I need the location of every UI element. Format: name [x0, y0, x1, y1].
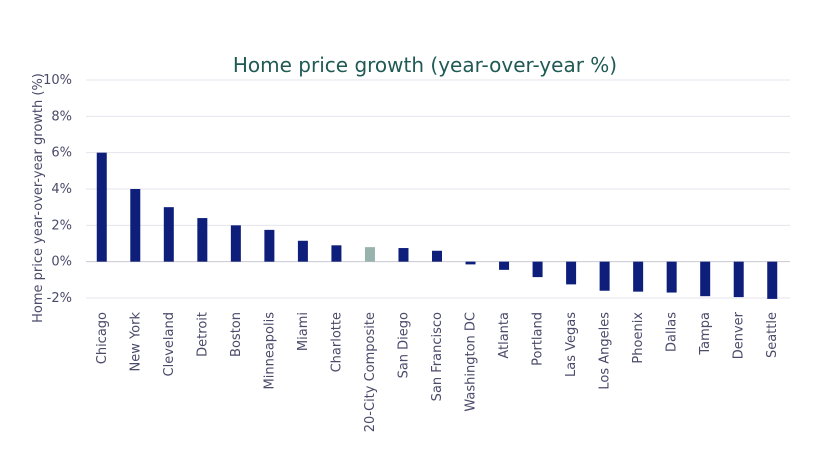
bar	[264, 229, 275, 262]
bar	[733, 261, 744, 298]
x-tick-label: Atlanta	[497, 312, 512, 359]
x-tick-label: Los Angeles	[598, 312, 613, 390]
x-tick-label: Denver	[732, 311, 747, 359]
bar	[163, 207, 174, 262]
y-tick-label: -2%	[47, 291, 72, 306]
y-tick-label: 8%	[51, 109, 72, 124]
x-tick-label: San Diego	[396, 312, 411, 378]
x-tick-label: Phoenix	[631, 312, 646, 364]
chart-title: Home price growth (year-over-year %)	[233, 53, 617, 77]
x-tick-label: Seattle	[765, 312, 780, 358]
x-tick-label: Detroit	[195, 312, 210, 357]
x-tick-label: Chicago	[95, 312, 110, 364]
x-tick-label: Boston	[229, 312, 244, 357]
y-axis-ticks: -2% 0% 2% 4% 6% 8% 10%	[43, 73, 72, 306]
y-tick-label: 10%	[43, 73, 72, 88]
x-tick-label: Washington DC	[464, 312, 479, 412]
bar	[566, 261, 577, 285]
bar	[465, 261, 476, 265]
x-tick-label: New York	[128, 312, 143, 372]
bar	[499, 261, 510, 270]
x-tick-label: Miami	[296, 312, 311, 351]
y-tick-label: 4%	[51, 182, 72, 197]
bar	[297, 240, 308, 262]
bar	[230, 225, 241, 262]
bar	[633, 261, 644, 292]
y-axis-label: Home price year-over-year growth (%)	[31, 73, 46, 323]
bar	[364, 247, 375, 262]
x-axis-ticks: Chicago New York Cleveland Detroit Boston Min…	[95, 311, 780, 432]
x-tick-label: Minneapolis	[262, 312, 277, 390]
y-tick-label: 0%	[51, 255, 72, 270]
x-tick-label: Cleveland	[162, 312, 177, 376]
bar	[432, 250, 442, 262]
gridlines	[86, 79, 790, 299]
bar	[767, 261, 778, 299]
x-tick-label: Las Vegas	[564, 312, 579, 377]
bar	[700, 261, 711, 297]
x-tick-label: Portland	[531, 312, 546, 366]
y-tick-label: 2%	[51, 218, 72, 233]
x-tick-label: Dallas	[665, 312, 680, 352]
y-tick-label: 6%	[51, 146, 72, 161]
bar	[197, 218, 208, 262]
x-tick-label: San Francisco	[430, 312, 445, 401]
bar	[599, 261, 610, 291]
bars	[96, 152, 778, 299]
bar	[331, 245, 342, 262]
bar	[666, 261, 677, 293]
bar	[130, 189, 141, 262]
x-tick-label: Charlotte	[329, 312, 344, 372]
x-tick-label: Tampa	[698, 312, 713, 356]
bar	[532, 261, 543, 278]
bar	[398, 248, 409, 262]
x-tick-label: 20-City Composite	[363, 312, 378, 432]
bar	[96, 152, 107, 262]
